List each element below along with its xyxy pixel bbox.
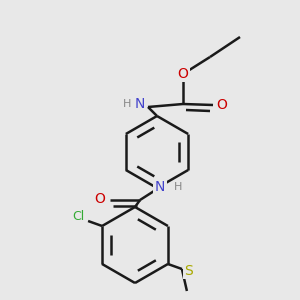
Text: N: N <box>155 180 165 194</box>
Text: O: O <box>217 98 227 112</box>
Text: H: H <box>174 182 182 192</box>
Text: N: N <box>135 97 145 111</box>
Text: S: S <box>184 264 193 278</box>
Text: H: H <box>123 99 131 109</box>
Text: Cl: Cl <box>72 211 84 224</box>
Text: O: O <box>94 192 105 206</box>
Text: O: O <box>178 67 188 81</box>
